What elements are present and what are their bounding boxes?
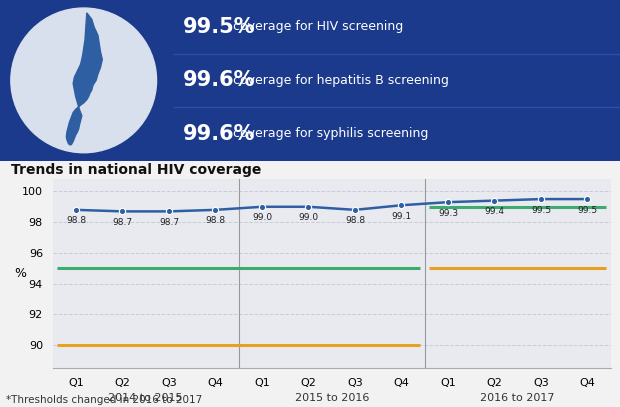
Text: 99.6%: 99.6%: [183, 70, 255, 90]
Text: 99.5: 99.5: [577, 206, 598, 214]
Text: 99.4: 99.4: [484, 207, 505, 216]
Text: 98.8: 98.8: [66, 216, 86, 225]
Text: 99.1: 99.1: [391, 212, 412, 221]
Text: Trends in national HIV coverage: Trends in national HIV coverage: [11, 162, 261, 177]
Text: coverage for syphilis screening: coverage for syphilis screening: [229, 127, 429, 140]
Polygon shape: [66, 13, 102, 145]
Text: 98.8: 98.8: [205, 216, 226, 225]
Text: 98.8: 98.8: [345, 216, 365, 225]
Text: *Thresholds changed in 2016 to 2017: *Thresholds changed in 2016 to 2017: [6, 395, 203, 405]
Text: 99.6%: 99.6%: [183, 124, 255, 144]
Text: coverage for HIV screening: coverage for HIV screening: [229, 20, 404, 33]
Text: 99.5: 99.5: [531, 206, 551, 214]
Text: 99.0: 99.0: [298, 213, 319, 222]
Text: coverage for hepatitis B screening: coverage for hepatitis B screening: [229, 74, 450, 87]
Text: 2015 to 2016: 2015 to 2016: [294, 393, 369, 403]
Ellipse shape: [11, 8, 156, 153]
Text: 99.5%: 99.5%: [183, 17, 255, 37]
Y-axis label: %: %: [15, 267, 27, 280]
Text: 98.7: 98.7: [159, 218, 179, 227]
Text: 99.0: 99.0: [252, 213, 272, 222]
Text: 98.7: 98.7: [112, 218, 133, 227]
Text: 2016 to 2017: 2016 to 2017: [480, 393, 555, 403]
Text: 99.3: 99.3: [438, 209, 458, 218]
Text: 2014 to 2015: 2014 to 2015: [108, 393, 183, 403]
